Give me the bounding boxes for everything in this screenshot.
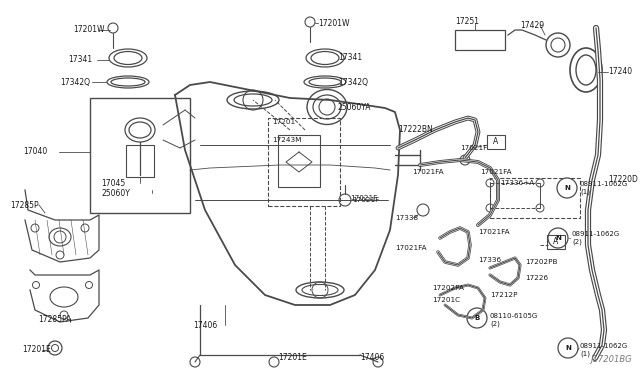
Text: 17212P: 17212P [490,292,518,298]
Text: 17222BN: 17222BN [398,125,433,135]
Bar [455,30,505,50]
Text: 17021FA: 17021FA [478,229,509,235]
Text: B: B [474,315,479,321]
Text: 17429: 17429 [520,20,544,29]
Text: 17201E: 17201E [278,353,307,362]
Text: 17406: 17406 [360,353,384,362]
Text: 17021FA: 17021FA [395,245,427,251]
Text: 17202PB: 17202PB [525,259,557,265]
Text: 17341: 17341 [68,55,92,64]
Circle shape [548,228,568,248]
Text: 17220D: 17220D [608,176,638,185]
Text: 17336+A: 17336+A [500,180,534,186]
Circle shape [467,308,487,328]
Text: 17021F: 17021F [350,195,377,201]
Text: 25060Y: 25060Y [101,189,130,198]
Text: 08911-1062G
(1): 08911-1062G (1) [580,343,628,357]
Text: 17202PA: 17202PA [432,285,464,291]
Text: 17201: 17201 [272,119,295,125]
Text: 08911-1062G
(2): 08911-1062G (2) [572,231,620,245]
Text: 17021FA: 17021FA [480,169,511,175]
Bar [268,118,340,206]
Text: 17406: 17406 [193,321,217,330]
Text: 17342Q: 17342Q [338,77,368,87]
Text: 17336: 17336 [478,257,501,263]
Text: 17201W: 17201W [73,26,104,35]
Bar [490,178,580,218]
Text: 25060YA: 25060YA [338,103,371,112]
Text: 08911-1062G
(1): 08911-1062G (1) [580,181,628,195]
Circle shape [557,178,577,198]
Text: N: N [565,345,571,351]
Text: 17201W: 17201W [318,19,349,28]
Circle shape [558,338,578,358]
Text: 17338: 17338 [395,215,418,221]
Bar [90,98,190,213]
Text: 17285PA: 17285PA [38,315,72,324]
Text: 17240: 17240 [608,67,632,77]
Text: 17285P: 17285P [10,201,38,209]
Text: N: N [564,185,570,191]
Text: 08110-6105G
(2): 08110-6105G (2) [490,313,538,327]
Text: A: A [493,138,499,147]
Text: 17341: 17341 [338,54,362,62]
Text: 17342Q: 17342Q [60,77,90,87]
Text: 17251: 17251 [455,17,479,26]
Text: 17040: 17040 [23,148,47,157]
Text: 17045: 17045 [101,179,125,187]
Text: 17226: 17226 [525,275,548,281]
Text: A: A [554,237,559,247]
Text: 17201E: 17201E [22,346,51,355]
Text: N: N [555,235,561,241]
Text: 17021F: 17021F [460,145,487,151]
Text: J17201BG: J17201BG [590,355,632,364]
Text: 17021FA: 17021FA [412,169,444,175]
Bar [126,145,154,177]
Text: 17201C: 17201C [432,297,460,303]
Bar [278,135,320,187]
Text: 17243M: 17243M [272,137,301,143]
Text: 17021F: 17021F [352,197,380,203]
